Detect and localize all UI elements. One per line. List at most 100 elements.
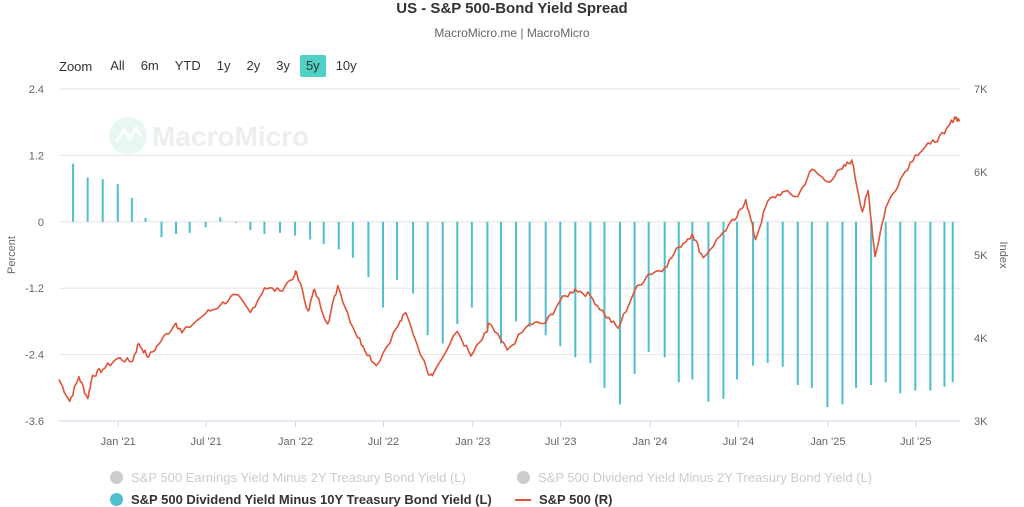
spread-bar — [351, 221, 354, 258]
spread-bar — [86, 177, 89, 222]
x-tick-label: Jul '21 — [190, 436, 221, 448]
spread-bar — [116, 184, 119, 222]
spread-bar — [528, 221, 531, 327]
zoom-button-2y[interactable]: 2y — [246, 58, 261, 73]
y2-tick-label: 3K — [974, 416, 988, 428]
y-axis-right: 3K 4K 5K 6K 7K — [974, 84, 988, 428]
x-tick-label: Jan '25 — [810, 436, 845, 448]
spread-bar — [101, 179, 104, 222]
x-tick-label: Jul '25 — [900, 436, 931, 448]
y-tick-label: 1.2 — [29, 150, 44, 162]
watermark-text: MacroMicro — [152, 121, 309, 152]
watermark: MacroMicro — [109, 117, 309, 155]
spread-bar — [603, 221, 606, 388]
spread-bar — [677, 221, 680, 383]
y2-tick-label: 4K — [974, 333, 988, 345]
y-tick-label: 2.4 — [29, 84, 44, 96]
spread-bar — [130, 198, 133, 222]
x-tick-label: Jul '24 — [723, 436, 754, 448]
legend-label: S&P 500 Dividend Yield Minus 10Y Treasur… — [131, 492, 492, 507]
spread-bar — [736, 221, 739, 380]
y-tick-label: -3.6 — [25, 416, 44, 428]
spread-bar — [337, 221, 340, 250]
spread-bar — [367, 221, 370, 278]
spread-bar — [647, 221, 650, 352]
zoom-button-all[interactable]: All — [110, 58, 125, 73]
legend-item-sp500[interactable]: S&P 500 (R) — [515, 492, 612, 507]
spread-bar — [309, 221, 312, 240]
spread-bar — [412, 221, 415, 294]
watermark-logo-mark-icon — [114, 125, 143, 143]
zoom-button-1y[interactable]: 1y — [216, 58, 231, 73]
spread-bar — [810, 221, 813, 388]
spread-bar — [441, 221, 444, 344]
spread-bar — [722, 221, 725, 399]
spread-bar — [943, 221, 946, 387]
zoom-button-3y[interactable]: 3y — [276, 58, 290, 73]
spread-bar — [294, 221, 297, 236]
chart-plot-area[interactable]: MacroMicro Jan '21 Jul '21 Jan '22 Jul '22 J… — [0, 0, 1024, 465]
spread-bar — [234, 221, 237, 223]
zoom-button-10y[interactable]: 10y — [335, 58, 357, 73]
spread-bar — [72, 163, 75, 222]
spread-bar — [175, 221, 178, 234]
zoom-button-5y[interactable]: 5y — [299, 55, 326, 77]
y-tick-label: 0 — [38, 217, 44, 229]
spread-bar — [781, 221, 784, 367]
spread-bar — [515, 221, 518, 322]
spread-bar — [426, 221, 429, 336]
zoom-button-6m[interactable]: 6m — [140, 58, 159, 73]
spread-bar — [381, 221, 384, 308]
x-tick-label: Jul '23 — [545, 436, 576, 448]
spread-bar — [160, 221, 163, 238]
spread-bar — [470, 221, 473, 308]
spread-bar — [752, 221, 755, 366]
y-tick-label: -2.4 — [25, 350, 44, 362]
spread-bar — [559, 221, 562, 347]
spread-bar — [619, 221, 621, 405]
legend-label: S&P 500 (R) — [539, 492, 613, 507]
x-tick-label: Jan '24 — [633, 436, 668, 448]
spread-bar — [870, 221, 873, 386]
x-tick-label: Jan '21 — [101, 436, 136, 448]
chart-subtitle: MacroMicro.me | MacroMicro — [434, 26, 590, 40]
watermark-logo-icon — [109, 117, 147, 155]
spread-bar — [663, 221, 666, 358]
spread-bar — [899, 221, 902, 394]
spread-bar — [633, 221, 636, 374]
spread-bar — [826, 221, 829, 408]
spread-bar — [929, 221, 932, 391]
spread-bar — [396, 221, 399, 280]
legend-item-dividend-2y[interactable]: S&P 500 Dividend Yield Minus 2Y Treasury… — [517, 470, 872, 485]
legend-label: S&P 500 Earnings Yield Minus 2Y Treasury… — [131, 470, 466, 485]
spread-bar — [707, 221, 710, 402]
y2-tick-label: 5K — [974, 250, 988, 262]
x-tick-label: Jul '22 — [368, 436, 399, 448]
legend-label: S&P 500 Dividend Yield Minus 2Y Treasury… — [538, 470, 873, 485]
legend-line-icon — [515, 498, 531, 501]
spread-bar — [249, 221, 252, 231]
y-axis-left: -3.6 -2.4 -1.2 0 1.2 2.4 — [25, 84, 44, 428]
spread-bar — [914, 221, 917, 391]
y2-tick-label: 7K — [974, 84, 988, 96]
y2-tick-label: 6K — [974, 167, 988, 179]
spread-bar — [486, 221, 489, 329]
legend-item-dividend-10y[interactable]: S&P 500 Dividend Yield Minus 10Y Treasur… — [110, 492, 492, 507]
spread-bar — [322, 221, 325, 244]
spread-bar — [279, 221, 281, 233]
legend-item-earnings-2y[interactable]: S&P 500 Earnings Yield Minus 2Y Treasury… — [110, 470, 466, 485]
x-axis: Jan '21 Jul '21 Jan '22 Jul '22 Jan '23 Jul '… — [59, 420, 960, 448]
spread-bar — [951, 221, 954, 383]
spread-bar — [796, 221, 799, 386]
spread-bar — [144, 217, 147, 222]
spread-bar — [544, 221, 547, 336]
chart-title: US - S&P 500-Bond Yield Spread — [396, 0, 628, 17]
spread-bar — [841, 221, 844, 405]
zoom-button-ytd[interactable]: YTD — [174, 58, 201, 73]
spread-bar — [691, 221, 694, 380]
y-axis-left-title: Percent — [6, 236, 18, 274]
spread-bars — [72, 163, 954, 408]
y-axis-right-title: Index — [997, 242, 1009, 269]
spread-bar — [219, 217, 222, 222]
legend-marker-icon — [110, 471, 123, 484]
